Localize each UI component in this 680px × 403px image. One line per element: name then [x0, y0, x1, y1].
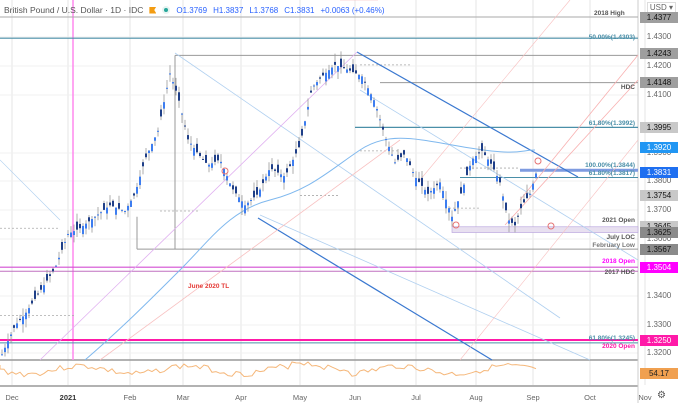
level-annotation: 61.80%(1.3817): [588, 170, 635, 177]
symbol-title[interactable]: British Pound / U.S. Dollar · 1D · IDC: [4, 5, 144, 15]
price-tick: 1.4200: [646, 61, 672, 70]
price-level-badge: 1.3567: [640, 244, 678, 255]
ohlc-high: H1.3837: [213, 5, 244, 15]
price-tick: 1.3800: [646, 176, 672, 185]
ohlc-change: +0.0063 (+0.46%): [320, 5, 385, 15]
level-annotation: 2017 HDC: [604, 269, 635, 276]
time-tick: Mar: [176, 393, 190, 402]
price-level-badge: 1.3504: [640, 262, 678, 273]
ohlc-open: O1.3769: [176, 5, 208, 15]
settings-gear-icon[interactable]: ⚙: [657, 390, 666, 401]
price-level-badge: 1.4148: [640, 77, 678, 88]
level-annotation: 2021 Open: [602, 217, 635, 224]
level-annotation: 2020 Open: [602, 343, 635, 350]
market-status-icon: [162, 6, 171, 14]
level-annotation: 2018 High: [594, 10, 625, 17]
time-tick: Jun: [348, 393, 362, 402]
price-tick: 1.3600: [646, 234, 672, 243]
time-tick: 2021: [59, 393, 77, 402]
price-level-badge: 1.4377: [640, 12, 678, 23]
level-annotation: HDC: [620, 84, 635, 91]
price-level-badge: 1.3831: [640, 167, 678, 178]
level-annotation: 61.80%(1.3992): [588, 120, 635, 127]
level-annotation: 61.80%(1.3245): [588, 335, 635, 342]
time-tick: Sep: [526, 393, 540, 402]
level-annotation: July LOC: [606, 234, 635, 241]
price-tick: 1.3300: [646, 320, 672, 329]
ohlc-close: C1.3831: [284, 5, 315, 15]
time-tick: Apr: [235, 393, 247, 402]
price-level-badge: 1.3645: [640, 221, 678, 232]
price-tick: 1.4100: [646, 90, 672, 99]
price-level-badge: 1.3754: [640, 190, 678, 201]
price-tick: 1.3200: [646, 348, 672, 357]
flag-icon[interactable]: [149, 6, 157, 14]
price-tick: 1.3400: [646, 291, 672, 300]
price-tick: 1.4300: [646, 32, 672, 41]
level-annotation: February Low: [592, 242, 635, 249]
chart-header: British Pound / U.S. Dollar · 1D · IDC O…: [4, 3, 385, 17]
time-tick: Feb: [123, 393, 137, 402]
rsi-value-badge: 54.17: [640, 368, 678, 379]
time-tick: Nov: [638, 393, 652, 402]
price-level-badge: 1.3995: [640, 122, 678, 133]
price-tick: 1.3700: [646, 205, 672, 214]
time-tick: May: [292, 393, 308, 402]
price-level-badge: 1.3625: [640, 227, 678, 238]
ohlc-low: L1.3768: [249, 5, 279, 15]
time-tick: Jul: [411, 393, 421, 402]
level-annotation: 100.00%(1.3844): [585, 162, 635, 169]
time-tick: Oct: [584, 393, 596, 402]
time-tick: Aug: [469, 393, 483, 402]
price-level-badge: 1.3920: [640, 142, 678, 153]
time-tick: Dec: [5, 393, 19, 402]
price-level-badge: 1.4243: [640, 48, 678, 59]
level-annotation: 2018 Open: [602, 258, 635, 265]
level-annotation: 50.00%(1.4303): [588, 34, 635, 41]
level-annotation: June 2020 TL: [188, 283, 230, 290]
price-level-badge: 1.3250: [640, 335, 678, 346]
